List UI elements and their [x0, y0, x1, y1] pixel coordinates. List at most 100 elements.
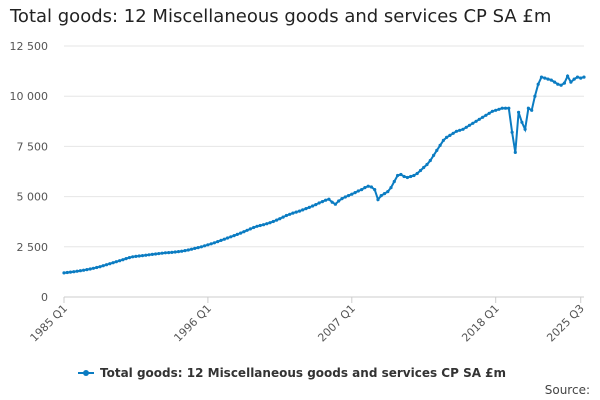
data-point[interactable]: [353, 191, 357, 195]
data-point[interactable]: [180, 249, 184, 253]
data-point[interactable]: [206, 243, 210, 247]
data-point[interactable]: [369, 185, 373, 189]
data-point[interactable]: [131, 255, 135, 259]
data-point[interactable]: [464, 125, 468, 129]
data-point[interactable]: [284, 213, 288, 218]
data-point[interactable]: [193, 246, 197, 250]
data-point[interactable]: [291, 211, 295, 215]
data-point[interactable]: [189, 247, 194, 251]
data-point[interactable]: [203, 244, 207, 248]
data-point[interactable]: [216, 240, 220, 244]
data-point[interactable]: [140, 254, 145, 258]
data-point[interactable]: [78, 269, 82, 273]
data-point[interactable]: [134, 254, 138, 258]
data-point[interactable]: [363, 186, 367, 190]
data-point[interactable]: [412, 173, 416, 178]
data-point[interactable]: [553, 80, 557, 84]
data-point[interactable]: [543, 76, 547, 80]
data-point[interactable]: [199, 245, 203, 249]
data-point[interactable]: [350, 192, 354, 196]
data-point[interactable]: [539, 75, 544, 79]
data-point[interactable]: [239, 231, 243, 235]
data-point[interactable]: [297, 209, 302, 213]
data-point[interactable]: [562, 81, 567, 85]
data-point[interactable]: [523, 127, 527, 131]
data-point[interactable]: [209, 242, 213, 246]
data-point[interactable]: [186, 248, 190, 252]
data-point[interactable]: [477, 117, 481, 121]
data-point[interactable]: [294, 210, 298, 214]
data-point[interactable]: [212, 241, 216, 245]
data-point[interactable]: [163, 251, 167, 255]
data-point[interactable]: [517, 110, 521, 114]
data-point[interactable]: [173, 250, 177, 254]
data-point[interactable]: [366, 184, 370, 188]
data-point[interactable]: [575, 75, 580, 79]
data-point[interactable]: [399, 172, 403, 177]
data-point[interactable]: [428, 158, 432, 163]
data-point[interactable]: [343, 195, 347, 199]
data-point[interactable]: [183, 249, 187, 253]
data-point[interactable]: [497, 107, 501, 111]
data-point[interactable]: [546, 77, 550, 81]
data-point[interactable]: [530, 108, 534, 112]
data-point[interactable]: [382, 192, 387, 196]
data-point[interactable]: [108, 262, 112, 266]
data-point[interactable]: [569, 80, 573, 84]
data-point[interactable]: [307, 205, 311, 209]
data-point[interactable]: [252, 225, 256, 230]
data-point[interactable]: [62, 271, 66, 275]
data-point[interactable]: [75, 269, 79, 273]
data-point[interactable]: [520, 120, 524, 124]
data-point[interactable]: [157, 252, 161, 256]
data-point[interactable]: [376, 198, 380, 202]
data-point[interactable]: [461, 127, 465, 131]
data-point[interactable]: [137, 254, 141, 258]
data-point[interactable]: [104, 263, 109, 267]
data-point[interactable]: [98, 265, 102, 269]
data-point[interactable]: [229, 235, 233, 239]
data-point[interactable]: [255, 224, 259, 228]
data-point[interactable]: [579, 76, 583, 80]
data-point[interactable]: [481, 115, 485, 119]
data-point[interactable]: [549, 78, 553, 82]
data-point[interactable]: [333, 202, 337, 206]
data-point[interactable]: [422, 165, 426, 170]
data-point[interactable]: [314, 203, 318, 207]
data-point[interactable]: [222, 237, 226, 241]
data-point[interactable]: [487, 111, 491, 115]
data-point[interactable]: [170, 250, 174, 254]
data-point[interactable]: [445, 135, 449, 139]
data-point[interactable]: [556, 82, 560, 86]
data-point[interactable]: [356, 189, 360, 193]
data-point[interactable]: [327, 197, 331, 201]
data-point[interactable]: [245, 228, 249, 232]
data-point[interactable]: [258, 223, 262, 228]
data-point[interactable]: [311, 204, 315, 208]
data-point[interactable]: [196, 246, 200, 250]
data-point[interactable]: [448, 133, 452, 137]
data-point[interactable]: [386, 190, 390, 194]
data-point[interactable]: [154, 252, 158, 256]
data-point[interactable]: [402, 174, 406, 179]
data-point[interactable]: [248, 227, 252, 231]
data-point[interactable]: [536, 82, 540, 86]
data-point[interactable]: [219, 238, 223, 242]
data-point[interactable]: [513, 150, 517, 154]
data-point[interactable]: [435, 148, 439, 152]
data-point[interactable]: [471, 121, 475, 125]
data-point[interactable]: [418, 168, 423, 173]
data-point[interactable]: [425, 162, 429, 167]
data-point[interactable]: [265, 222, 269, 226]
data-point[interactable]: [582, 75, 586, 79]
data-point[interactable]: [330, 200, 334, 204]
data-point[interactable]: [261, 223, 266, 227]
data-point[interactable]: [82, 268, 86, 272]
data-point[interactable]: [559, 83, 563, 87]
data-point[interactable]: [127, 256, 131, 260]
data-point[interactable]: [68, 270, 73, 274]
data-point[interactable]: [121, 258, 125, 262]
data-point[interactable]: [150, 252, 154, 256]
data-point[interactable]: [232, 234, 236, 238]
data-point[interactable]: [360, 188, 364, 192]
